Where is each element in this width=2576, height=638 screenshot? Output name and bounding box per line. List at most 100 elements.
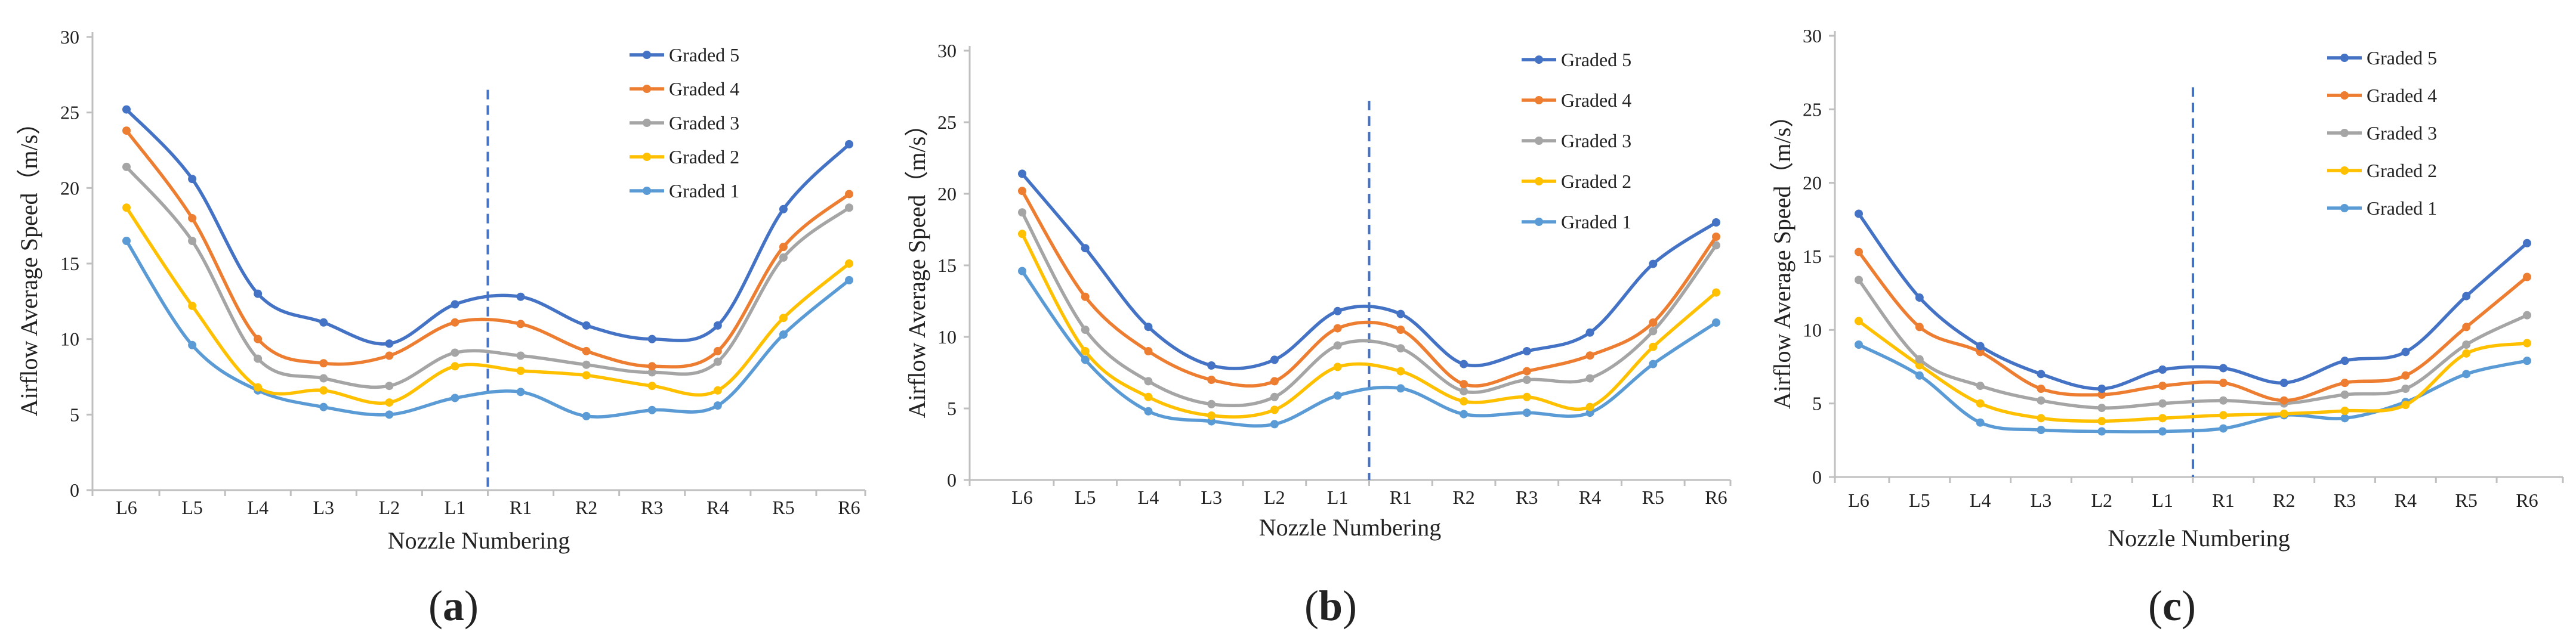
x-tick-label: R4: [2395, 490, 2417, 511]
data-point-graded-3: [1460, 387, 1469, 396]
data-point-graded-4: [845, 190, 853, 199]
y-axis-title: Airflow Average Speed（m/s）: [16, 111, 42, 416]
data-point-graded-3: [845, 203, 853, 212]
data-point-graded-3: [2097, 404, 2106, 413]
x-tick-label: R1: [510, 497, 532, 518]
data-point-graded-2: [1585, 402, 1594, 411]
legend-marker-graded-2: [2340, 166, 2349, 175]
legend-marker-graded-5: [1535, 55, 1543, 64]
x-axis-title: Nozzle Numbering: [2108, 525, 2290, 552]
data-point-graded-2: [779, 314, 788, 323]
y-tick-label: 0: [1812, 466, 1822, 488]
x-tick-label: R1: [1390, 487, 1412, 508]
panel-label: (a): [428, 582, 479, 630]
data-point-graded-4: [1460, 380, 1469, 389]
data-point-graded-1: [1144, 407, 1153, 416]
data-point-graded-1: [1915, 371, 1924, 380]
data-point-graded-2: [2340, 407, 2349, 415]
panel-label-open: (: [428, 582, 443, 630]
data-point-graded-5: [582, 321, 591, 330]
y-tick-label: 25: [937, 112, 957, 133]
data-point-graded-3: [188, 237, 197, 245]
data-point-graded-4: [1018, 187, 1026, 196]
data-point-graded-2: [2037, 414, 2046, 423]
data-point-graded-2: [1649, 342, 1658, 351]
data-point-graded-1: [1649, 360, 1658, 368]
legend-marker-graded-2: [643, 153, 651, 161]
data-point-graded-4: [1081, 292, 1090, 301]
data-point-graded-2: [1522, 392, 1531, 401]
y-tick-label: 20: [937, 183, 957, 205]
chart-panel-b: 0 5 10 15 20 25 30 L6 L5 L4 L3 L2 L1 R1 R2 R3 R4 R5 R6 Grad…: [903, 40, 1732, 630]
series-line-graded-5: [1020, 172, 1717, 370]
data-point-graded-3: [1649, 327, 1658, 336]
data-point-graded-4: [2401, 371, 2410, 380]
x-tick-label: R4: [707, 497, 729, 518]
data-point-graded-1: [1855, 340, 1863, 349]
x-tick-label: L6: [1848, 490, 1869, 511]
data-point-graded-2: [647, 382, 656, 391]
legend-marker-graded-1: [643, 187, 651, 195]
data-point-graded-5: [254, 289, 263, 298]
data-point-graded-3: [713, 357, 722, 366]
data-point-graded-2: [713, 386, 722, 395]
data-point-graded-2: [1712, 288, 1720, 297]
legend-label-graded-3: Graded 3: [1561, 130, 1631, 151]
y-tick-label: 0: [947, 469, 957, 491]
y-axis-title: Airflow Average Speed（m/s）: [903, 113, 930, 418]
data-point-graded-4: [779, 243, 788, 252]
data-point-graded-2: [1018, 230, 1026, 239]
data-point-graded-1: [779, 330, 788, 339]
data-point-graded-1: [451, 394, 459, 402]
data-point-graded-2: [1396, 367, 1405, 376]
data-point-graded-4: [2340, 379, 2349, 388]
data-point-graded-4: [1270, 377, 1279, 386]
data-point-graded-5: [1270, 355, 1279, 364]
data-point-graded-5: [1333, 306, 1342, 315]
data-point-graded-1: [2219, 424, 2228, 433]
legend-label-graded-2: Graded 2: [669, 146, 739, 168]
legend-label-graded-1: Graded 1: [2367, 197, 2437, 219]
legend-label-graded-3: Graded 3: [2367, 122, 2437, 144]
data-point-graded-1: [2097, 427, 2106, 436]
data-point-graded-4: [1144, 347, 1153, 355]
data-point-graded-5: [2462, 292, 2471, 301]
x-tick-label: L1: [445, 497, 466, 518]
data-point-graded-5: [1585, 328, 1594, 337]
data-point-graded-2: [2401, 401, 2410, 410]
data-point-graded-1: [582, 411, 591, 420]
data-point-graded-3: [2340, 390, 2349, 399]
x-tick-label: R3: [1516, 487, 1538, 508]
data-point-graded-4: [647, 362, 656, 371]
data-point-graded-5: [1915, 293, 1924, 302]
x-tick-label: R5: [2455, 490, 2478, 511]
data-point-graded-3: [254, 354, 263, 363]
data-point-graded-5: [2158, 365, 2167, 374]
data-point-graded-4: [516, 320, 525, 329]
data-point-graded-3: [1585, 374, 1594, 383]
data-point-graded-1: [1460, 410, 1469, 419]
x-tick-label: L6: [116, 497, 137, 518]
data-point-graded-3: [1712, 241, 1720, 250]
data-point-graded-1: [647, 405, 656, 414]
y-tick-label: 15: [937, 255, 957, 276]
data-point-graded-5: [2340, 357, 2349, 366]
data-point-graded-1: [1976, 418, 1985, 427]
series-line-graded-3: [1857, 278, 2528, 410]
data-point-graded-3: [1270, 392, 1279, 401]
y-tick-label: 30: [1803, 25, 1822, 47]
data-point-graded-4: [319, 359, 328, 368]
y-tick-label: 25: [1803, 98, 1822, 120]
data-point-graded-1: [1333, 391, 1342, 400]
series-line-graded-4: [1857, 250, 2528, 402]
panel-label-open: (: [2148, 582, 2162, 630]
data-point-graded-3: [1976, 382, 1985, 391]
legend-label-graded-4: Graded 4: [2367, 85, 2437, 106]
data-point-graded-2: [2219, 411, 2228, 420]
data-point-graded-5: [2219, 364, 2228, 373]
data-point-graded-2: [582, 371, 591, 380]
legend-label-graded-5: Graded 5: [2367, 47, 2437, 69]
data-point-graded-5: [2523, 239, 2531, 247]
data-point-graded-1: [1018, 267, 1026, 275]
